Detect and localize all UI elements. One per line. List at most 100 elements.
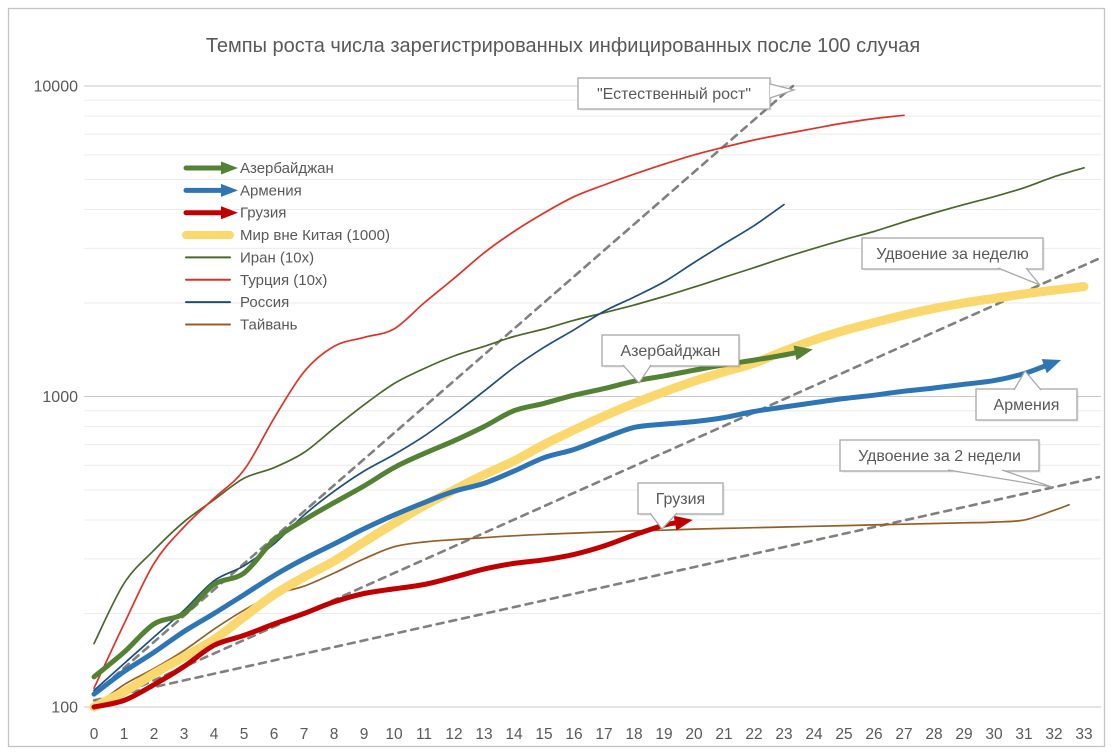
legend-item-world: Мир вне Китая (1000)	[182, 227, 390, 244]
series-line-double_week	[92, 257, 1101, 709]
legend-item-azerbaijan: Азербайджан	[183, 160, 334, 177]
x-tick-15: 15	[535, 726, 552, 743]
series-line-world	[89, 282, 1089, 712]
series-line-iran	[93, 166, 1085, 645]
legend-label-georgia: Грузия	[240, 205, 286, 222]
callout-text: Азербайджан	[620, 343, 720, 360]
series-line-armenia	[91, 362, 1051, 697]
series-arrowhead-armenia	[1041, 359, 1062, 374]
page-title: Темпы роста числа зарегистрированных инф…	[206, 35, 920, 57]
callout-tail-edge	[1013, 369, 1042, 391]
callout-box	[601, 334, 740, 367]
legend-label-iran: Иран (10x)	[240, 249, 314, 266]
callout-tail-edge	[769, 83, 797, 99]
x-tick-6: 6	[270, 726, 279, 743]
legend-label-world: Мир вне Китая (1000)	[240, 227, 390, 244]
callout-double-2week-label: Удвоение за 2 недели	[839, 439, 1053, 488]
x-tick-14: 14	[505, 726, 523, 743]
callout-tail-edge	[947, 469, 1053, 488]
legend-label-azerbaijan: Азербайджан	[240, 160, 334, 177]
chart-border	[7, 7, 1106, 748]
callout-text: Грузия	[656, 491, 705, 508]
x-tick-17: 17	[595, 726, 612, 743]
x-tick-0: 0	[90, 726, 99, 743]
legend-arrowhead-azerbaijan	[221, 161, 238, 175]
x-tick-8: 8	[330, 726, 339, 743]
x-tick-4: 4	[210, 726, 219, 743]
legend-item-turkey: Турция (10x)	[185, 272, 327, 289]
x-tick-23: 23	[775, 726, 792, 743]
x-tick-24: 24	[805, 726, 823, 743]
series-lines	[89, 84, 1101, 712]
x-tick-3: 3	[180, 726, 189, 743]
callout-text: Армения	[994, 397, 1060, 414]
callout-box	[861, 237, 1044, 270]
y-axis-tick-labels: 100 1000 10000	[34, 79, 79, 717]
callout-armenia-label: Армения	[975, 369, 1079, 422]
callout-tail	[1014, 371, 1041, 390]
x-tick-26: 26	[865, 726, 882, 743]
x-tick-33: 33	[1075, 726, 1092, 743]
callout-azerbaijan-label: Азербайджан	[601, 334, 741, 385]
legend-label-taiwan: Тайвань	[240, 316, 298, 333]
chart-legend: Азербайджан Армения Грузия Мир вне Китая (1…	[182, 160, 390, 333]
x-tick-5: 5	[240, 726, 249, 743]
gridlines	[84, 85, 1101, 708]
y-tick-100: 100	[51, 700, 78, 717]
x-tick-9: 9	[360, 726, 369, 743]
callout-double-week-label: Удвоение за неделю	[861, 237, 1045, 286]
x-tick-25: 25	[835, 726, 852, 743]
callout-tail	[623, 365, 651, 383]
x-tick-19: 19	[655, 726, 672, 743]
legend-item-georgia: Грузия	[183, 205, 286, 222]
x-tick-30: 30	[985, 726, 1003, 743]
chart-frame	[7, 7, 1106, 748]
x-axis-tick-labels: 0 1 2 3 4 5 6 7 8 9 10 11 12 13 14 15 16 17 18 19 20 21 22 23 24…	[90, 726, 1093, 743]
x-tick-29: 29	[955, 726, 972, 743]
series-line-turkey	[93, 114, 905, 690]
legend-label-armenia: Армения	[240, 182, 302, 199]
x-tick-27: 27	[895, 726, 912, 743]
x-tick-16: 16	[565, 726, 582, 743]
x-tick-22: 22	[745, 726, 762, 743]
callout-tail-edge	[997, 267, 1041, 286]
series-line-azerbaijan	[91, 349, 802, 680]
series-arrowhead-georgia	[673, 515, 693, 531]
callout-tail-edge	[622, 364, 652, 385]
y-tick-1000: 1000	[42, 389, 78, 406]
x-tick-32: 32	[1045, 726, 1062, 743]
y-tick-10000: 10000	[34, 79, 79, 96]
callout-text: Удвоение за неделю	[876, 246, 1029, 263]
series-line-taiwan	[93, 503, 1070, 708]
legend-arrowhead-georgia	[221, 206, 238, 220]
legend-arrowhead-armenia	[221, 183, 238, 197]
x-tick-28: 28	[925, 726, 942, 743]
callout-box	[839, 439, 1040, 472]
x-tick-12: 12	[445, 726, 462, 743]
series-arrowhead-azerbaijan	[793, 345, 813, 361]
callout-georgia-label: Грузия	[637, 482, 725, 531]
series-line-double_2week	[92, 475, 1101, 702]
callout-natural-label: "Естественный рост"	[577, 77, 797, 111]
legend-item-iran: Иран (10x)	[185, 249, 314, 266]
callout-box	[577, 77, 771, 110]
callout-tail-edge	[649, 512, 678, 531]
callout-text: "Естественный рост"	[597, 86, 751, 103]
x-tick-2: 2	[150, 726, 159, 743]
x-tick-21: 21	[715, 726, 732, 743]
callout-text: Удвоение за 2 недели	[858, 448, 1021, 465]
x-tick-18: 18	[625, 726, 642, 743]
callout-box	[975, 388, 1078, 421]
x-tick-20: 20	[685, 726, 703, 743]
x-tick-31: 31	[1015, 726, 1032, 743]
legend-label-turkey: Турция (10x)	[240, 272, 327, 289]
callout-tail	[650, 513, 677, 529]
callout-tail	[770, 84, 794, 98]
legend-label-russia: Россия	[240, 294, 289, 311]
chart-callouts: "Естественный рост" Удвоение за неделю Удв…	[577, 77, 1079, 531]
series-line-russia	[93, 203, 785, 692]
callout-box	[637, 482, 724, 515]
series-line-georgia	[91, 519, 682, 710]
